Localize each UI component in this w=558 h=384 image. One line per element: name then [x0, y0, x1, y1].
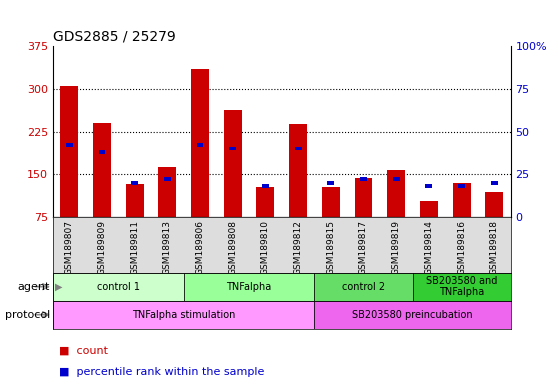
Text: GSM189819: GSM189819: [392, 220, 401, 275]
Bar: [99, 150, 105, 154]
Text: GSM189807: GSM189807: [65, 220, 74, 275]
Text: GSM189818: GSM189818: [490, 220, 499, 275]
Text: control 2: control 2: [342, 281, 385, 292]
Text: ▶: ▶: [55, 281, 62, 292]
Text: ■  count: ■ count: [59, 346, 108, 356]
Text: GSM189813: GSM189813: [163, 220, 172, 275]
Text: GSM189808: GSM189808: [228, 220, 237, 275]
Bar: [131, 181, 138, 185]
Bar: [196, 143, 204, 147]
Bar: [315, 273, 412, 301]
Bar: [412, 273, 511, 301]
Text: GSM189817: GSM189817: [359, 220, 368, 275]
Bar: [191, 69, 209, 217]
Text: protocol: protocol: [5, 310, 50, 320]
Text: GSM189806: GSM189806: [196, 220, 205, 275]
Text: GSM189810: GSM189810: [261, 220, 270, 275]
Bar: [93, 123, 111, 217]
Bar: [485, 192, 503, 217]
Bar: [393, 177, 400, 181]
Text: GSM189811: GSM189811: [130, 220, 139, 275]
Bar: [491, 181, 498, 185]
Text: GDS2885 / 25279: GDS2885 / 25279: [53, 30, 176, 43]
Text: TNFalpha stimulation: TNFalpha stimulation: [132, 310, 235, 320]
Bar: [262, 184, 269, 188]
Text: TNFalpha: TNFalpha: [227, 281, 272, 292]
Bar: [328, 181, 334, 185]
Bar: [295, 147, 301, 151]
Bar: [354, 178, 373, 217]
Bar: [322, 187, 340, 217]
Text: GSM189816: GSM189816: [457, 220, 466, 275]
Bar: [425, 184, 432, 188]
Text: GSM189812: GSM189812: [294, 220, 302, 275]
Text: ■  percentile rank within the sample: ■ percentile rank within the sample: [59, 367, 264, 377]
Bar: [53, 301, 315, 329]
Text: agent: agent: [18, 281, 50, 292]
Text: SB203580 and
TNFalpha: SB203580 and TNFalpha: [426, 276, 497, 298]
Bar: [53, 273, 184, 301]
Bar: [453, 183, 470, 217]
Text: GSM189809: GSM189809: [98, 220, 107, 275]
Text: control 1: control 1: [97, 281, 140, 292]
Text: SB203580 preincubation: SB203580 preincubation: [352, 310, 473, 320]
Text: GSM189814: GSM189814: [425, 220, 434, 275]
Bar: [387, 170, 405, 217]
Text: GSM189815: GSM189815: [326, 220, 335, 275]
Bar: [420, 201, 438, 217]
Bar: [126, 184, 144, 217]
Bar: [315, 301, 511, 329]
Bar: [158, 167, 176, 217]
Bar: [458, 184, 465, 188]
Bar: [224, 111, 242, 217]
Bar: [360, 177, 367, 181]
Bar: [66, 143, 73, 147]
Bar: [257, 187, 275, 217]
Bar: [60, 86, 78, 217]
Bar: [184, 273, 315, 301]
Bar: [164, 177, 171, 181]
Bar: [289, 124, 307, 217]
Bar: [229, 147, 236, 151]
